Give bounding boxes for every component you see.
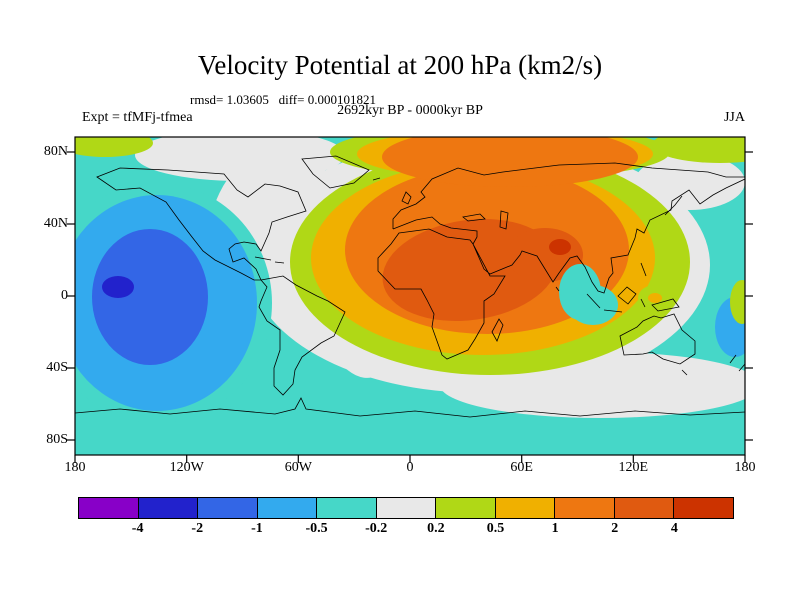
coastline-layer <box>75 155 745 418</box>
colorbar-label-4: 4 <box>670 521 678 536</box>
colorbar-cell-6 <box>436 498 496 518</box>
coastline-eurasia <box>372 162 745 245</box>
colorbar-label--0.2: -0.2 <box>365 521 388 536</box>
x-axis-label-180e: 180 <box>734 460 756 475</box>
contour-fill-layer <box>75 137 745 455</box>
orange-top-band <box>382 137 638 187</box>
colorbar-label-0.5: 0.5 <box>486 521 505 536</box>
gold-borneo-spot <box>648 293 662 303</box>
x-axis-label-180w: 180 <box>64 460 86 475</box>
gray-northeast-band <box>635 154 745 210</box>
colorbar <box>78 497 734 519</box>
colorbar-cell-2 <box>198 498 258 518</box>
colorbar-cell-3 <box>257 498 318 518</box>
colorbar-label--4: -4 <box>131 521 144 536</box>
colorbar-label-0.2: 0.2 <box>427 521 445 536</box>
x-axis-label-60e: 60E <box>510 460 533 475</box>
season-label: JJA <box>723 110 745 125</box>
colorbar-label--0.5: -0.5 <box>305 521 328 536</box>
colorbar-cell-9 <box>614 498 675 518</box>
colorbar-cell-7 <box>495 498 556 518</box>
x-axis-label-120e: 120E <box>618 460 649 475</box>
colorbar-cell-1 <box>138 498 199 518</box>
red-maximum-spot <box>549 239 571 255</box>
green-east-edge-sliver <box>730 280 745 324</box>
blue-pacific-core <box>92 229 208 365</box>
y-axis-label-40s: 40S <box>46 360 68 375</box>
turquoise-notch-2 <box>568 285 618 325</box>
contour-map <box>67 136 753 463</box>
colorbar-label--2: -2 <box>191 521 204 536</box>
coastline-americas <box>96 155 370 396</box>
green-topleft-corner <box>75 137 153 157</box>
coastline-australia-islands <box>254 195 745 376</box>
x-axis-label-120w: 120W <box>169 460 204 475</box>
darkblue-pacific-spot <box>102 276 134 298</box>
x-axis-label-60w: 60W <box>284 460 312 475</box>
coastline-antarctica <box>75 397 745 418</box>
axis-ticks <box>67 151 753 463</box>
colorbar-labels: -4 -2 -1 -0.5 -0.2 0.2 0.5 1 2 4 <box>78 521 734 539</box>
y-axis-label-40n: 40N <box>43 216 68 231</box>
stats-line: rmsd= 1.03605 diff= 0.000101821 <box>190 92 376 107</box>
colorbar-cell-5 <box>376 498 437 518</box>
colorbar-label--1: -1 <box>251 521 263 536</box>
plot-title: Velocity Potential at 200 hPa (km2/s) <box>197 50 603 80</box>
coastline-africa-asia <box>377 178 745 360</box>
colorbar-cell-0 <box>79 498 139 518</box>
y-axis-label-eq: 0 <box>61 288 68 303</box>
green-topright-corner <box>652 137 745 163</box>
y-axis-label-80n: 80N <box>43 144 68 159</box>
x-axis-label-0: 0 <box>406 460 414 475</box>
y-axis-label-80s: 80S <box>46 432 68 447</box>
period-label: 2692kyr BP - 0000kyr BP <box>337 103 483 118</box>
experiment-label: Expt = tfMFj-tfmea <box>82 110 193 125</box>
colorbar-label-1: 1 <box>551 521 559 536</box>
colorbar-cell-8 <box>555 498 615 518</box>
colorbar-cell-10 <box>674 498 734 518</box>
colorbar-label-2: 2 <box>611 521 619 536</box>
colorbar-cell-4 <box>317 498 377 518</box>
